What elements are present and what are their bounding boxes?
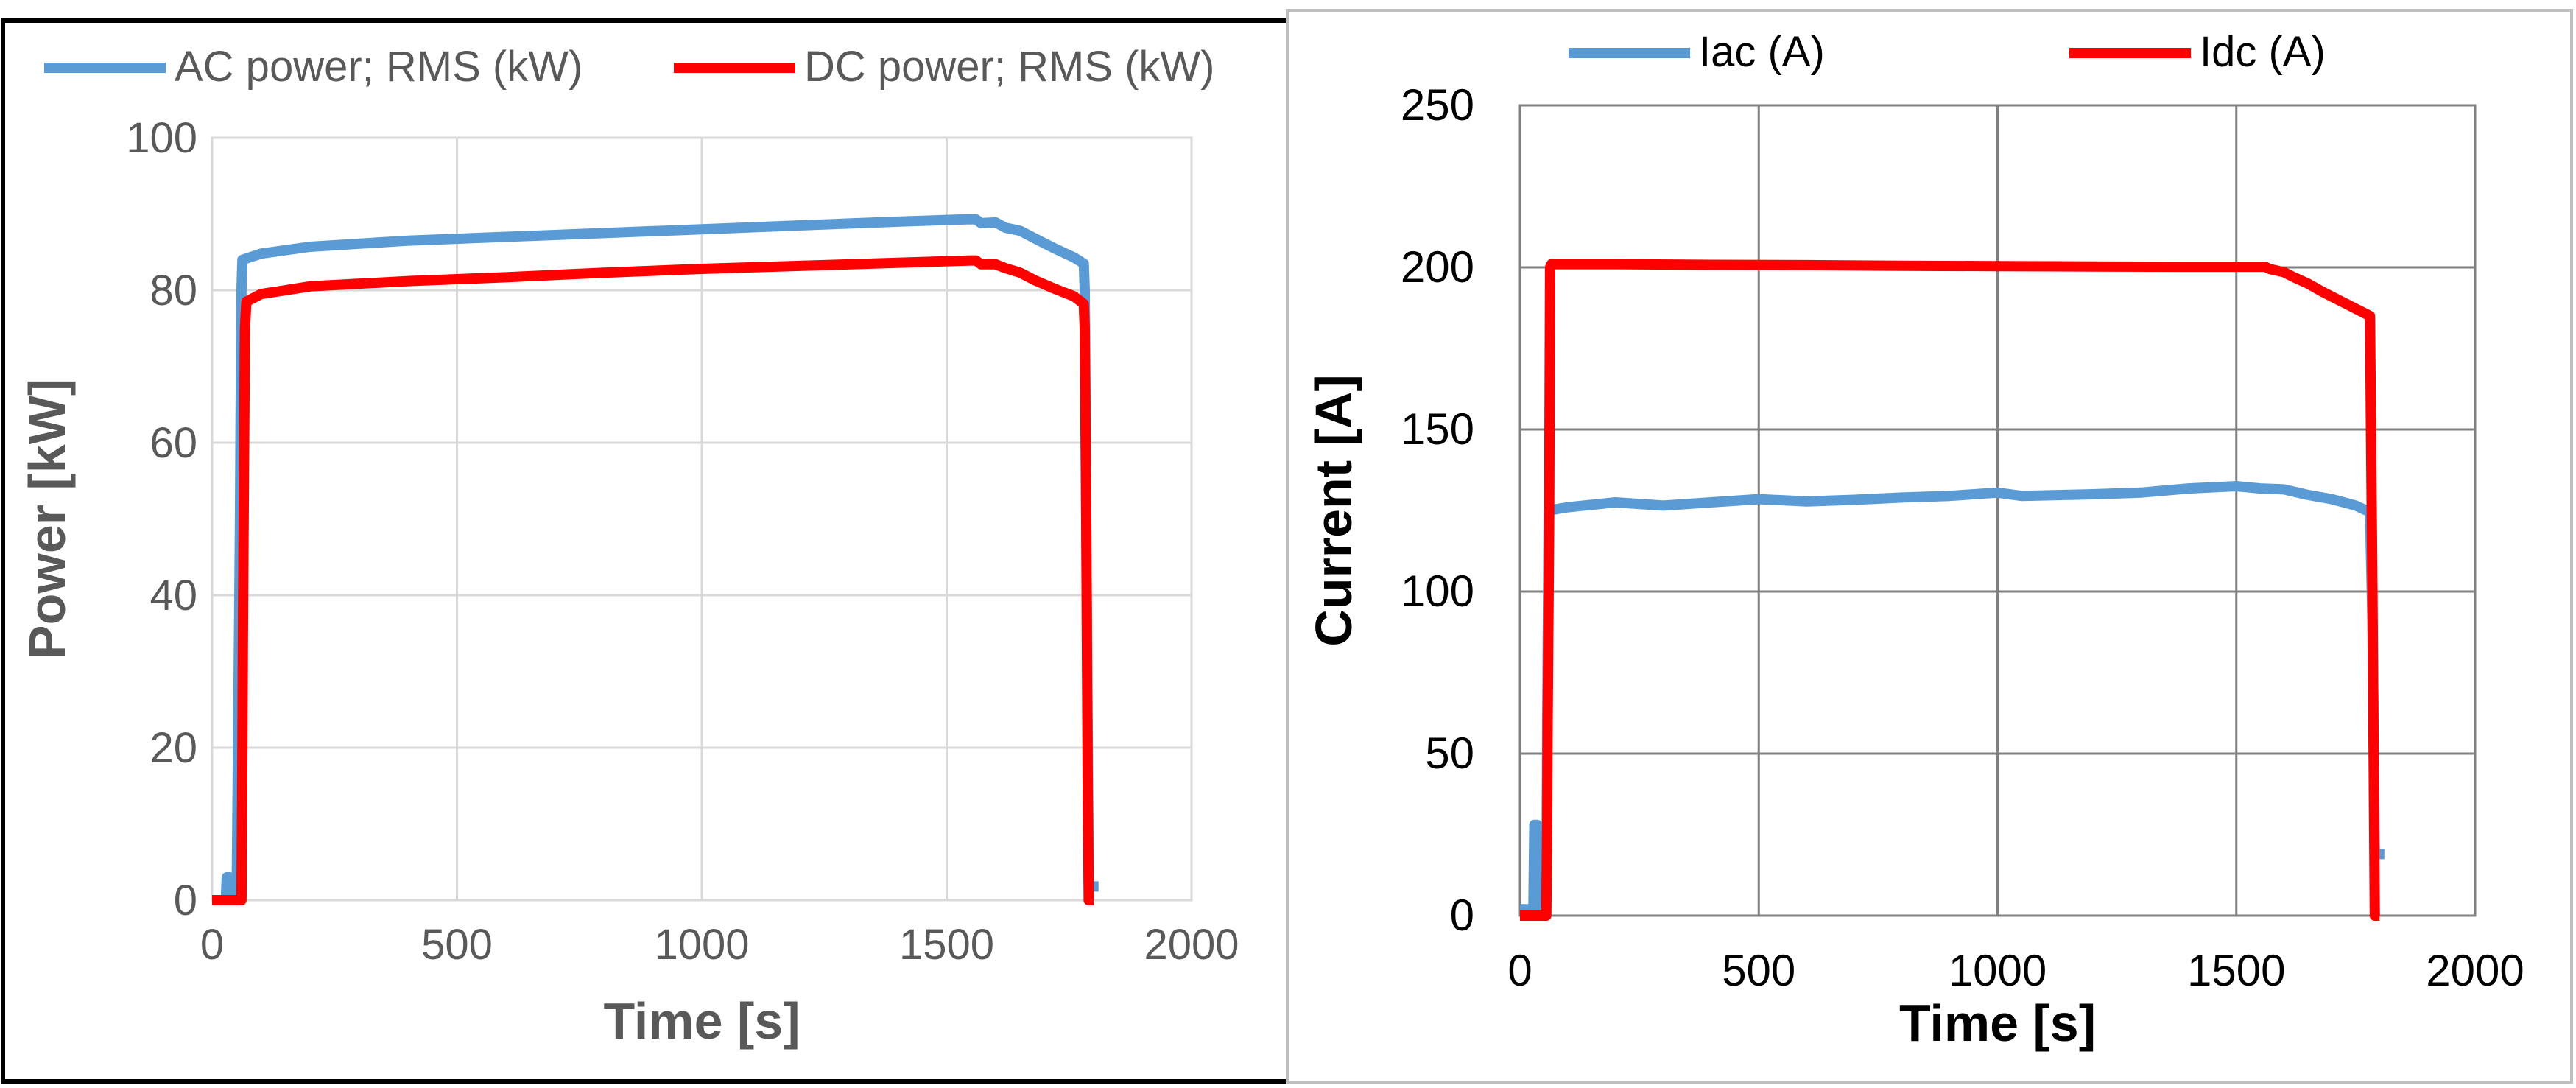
y-tick-label: 250 (1401, 80, 1474, 130)
x-axis-title: Time [s] (1899, 994, 2096, 1052)
x-tick-label: 1000 (1949, 946, 2047, 995)
legend-label: DC power; RMS (kW) (804, 43, 1214, 91)
legend-label: Iac (A) (1699, 28, 1825, 76)
plot-area (1518, 104, 2477, 917)
x-tick-label: 500 (1722, 946, 1795, 995)
x-tick-label: 1500 (2187, 946, 2285, 995)
right-chart-frame (1286, 9, 2573, 1084)
x-tick-label: 1500 (899, 921, 994, 969)
y-tick-label: 100 (126, 114, 197, 162)
y-tick-label: 100 (1401, 566, 1474, 616)
series-line-dc (1520, 259, 2380, 921)
y-tick-label: 80 (149, 267, 197, 315)
x-tick-label: 1000 (654, 921, 749, 969)
legend-label: Idc (A) (2200, 28, 2326, 76)
x-tick-label: 0 (1507, 946, 1532, 995)
y-tick-label: 0 (1450, 891, 1474, 940)
x-tick-label: 2000 (2426, 946, 2524, 995)
x-axis-title: Time [s] (603, 992, 800, 1050)
y-tick-label: 50 (1425, 729, 1474, 778)
plot-area (211, 136, 1193, 902)
y-tick-label: 150 (1401, 404, 1474, 454)
x-tick-label: 500 (421, 921, 493, 969)
y-tick-label: 0 (174, 877, 197, 924)
current-chart: 0 50 100 150 200 250 0 500 1000 1500 2000 Time [s] C… (1305, 28, 2524, 1052)
y-tick-label: 200 (1401, 242, 1474, 292)
y-axis-title: Power [kW] (18, 379, 76, 659)
y-tick-label: 60 (149, 419, 197, 467)
y-tick-label: 20 (149, 724, 197, 772)
x-tick-label: 2000 (1144, 921, 1239, 969)
x-tick-label: 0 (200, 921, 224, 969)
y-axis-title: Current [A] (1305, 374, 1362, 646)
series-line-dc (212, 255, 1094, 905)
y-tick-label: 40 (149, 572, 197, 620)
legend-label: AC power; RMS (kW) (175, 43, 583, 91)
